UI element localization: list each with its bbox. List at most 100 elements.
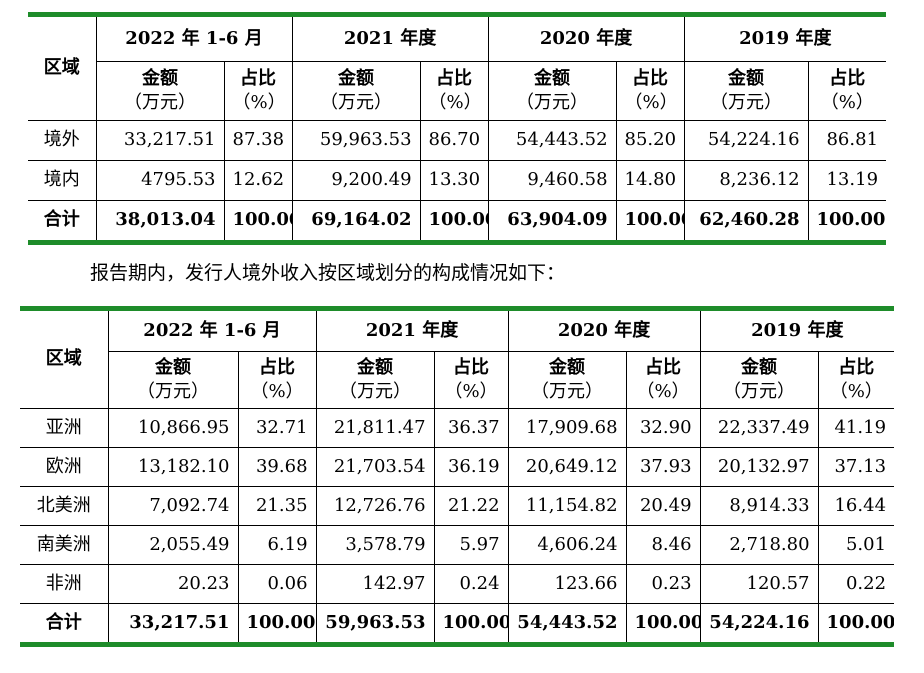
ratio-cell: 37.93 [625, 447, 701, 487]
header-row-periods: 区域 2022 年 1-6 月 2021 年度 2020 年度 2019 年度 [28, 12, 887, 121]
ratio-cell: 21.35 [237, 486, 317, 526]
amount-label: 金额 [357, 356, 394, 378]
amount-label: 金额 [549, 356, 586, 378]
region-name: 境外 [28, 120, 97, 161]
header-row-metrics: 金额 （万元） 占比 （%） 金额 （万元） 占比 （%） 金额 （万元） 占比 （%） 金额 （万元） 占… [20, 351, 895, 409]
ratio-label: 占比 [838, 356, 875, 378]
period-header: 2021 年度 [315, 306, 509, 352]
amount-header: 金额 （万元） [96, 61, 225, 121]
ratio-cell: 20.49 [625, 486, 701, 526]
table-row: 南美洲 2,055.49 6.19 3,578.79 5.97 4,606.24 8.46 2… [20, 525, 895, 565]
ratio-cell: 13.19 [807, 160, 887, 201]
ratio-header: 占比 （%） [223, 61, 293, 121]
amount-unit: （万元） [531, 381, 604, 402]
total-row: 合计 33,217.51 100.00 59,963.53 100.00 54,443.5… [20, 603, 895, 647]
region-name: 欧洲 [20, 447, 109, 487]
period-header: 2022 年 1-6 月 [95, 12, 293, 62]
amount-header: 金额 （万元） [699, 351, 819, 409]
amount-label: 金额 [728, 67, 765, 89]
ratio-cell: 21.22 [433, 486, 509, 526]
ratio-cell: 100.00 [817, 603, 895, 647]
ratio-header: 占比 （%） [615, 61, 685, 121]
region-name: 合计 [20, 603, 109, 647]
amount-cell: 62,460.28 [683, 200, 809, 245]
ratio-cell: 100.00 [223, 200, 293, 245]
region-name: 境内 [28, 160, 97, 201]
ratio-unit: （%） [232, 92, 286, 113]
amount-label: 金额 [155, 356, 191, 378]
ratio-cell: 12.62 [223, 160, 293, 201]
table-row: 境内 4795.53 12.62 9,200.49 13.30 9,460.58 14.80… [28, 160, 887, 201]
ratio-cell: 86.70 [419, 120, 489, 161]
ratio-unit: （%） [250, 381, 304, 402]
ratio-cell: 100.00 [433, 603, 509, 647]
ratio-header: 占比 （%） [817, 351, 895, 409]
amount-cell: 12,726.76 [315, 486, 435, 526]
ratio-cell: 0.06 [237, 564, 317, 604]
total-row: 合计38,013.04100.0069,164.02100.0063,904.0… [28, 200, 887, 245]
amount-cell: 3,578.79 [315, 525, 435, 565]
region-name: 北美洲 [20, 486, 109, 526]
amount-unit: （万元） [723, 381, 796, 402]
amount-header: 金额 （万元） [683, 61, 809, 121]
amount-unit: （万元） [516, 92, 589, 113]
ratio-cell: 0.22 [817, 564, 895, 604]
ratio-cell: 14.80 [615, 160, 685, 201]
amount-cell: 63,904.09 [487, 200, 617, 245]
amount-cell: 21,703.54 [315, 447, 435, 487]
ratio-cell: 100.00 [807, 200, 887, 245]
amount-cell: 2,718.80 [699, 525, 819, 565]
amount-cell: 20.23 [107, 564, 239, 604]
period-header: 2020 年度 [487, 12, 685, 62]
section-paragraph: 报告期内，发行人境外收入按区域划分的构成情况如下： [90, 262, 566, 284]
ratio-cell: 32.71 [237, 408, 317, 448]
amount-cell: 54,224.16 [683, 120, 809, 161]
region-name: 非洲 [20, 564, 109, 604]
amount-cell: 22,337.49 [699, 408, 819, 448]
amount-header: 金额 （万元） [315, 351, 435, 409]
ratio-cell: 100.00 [625, 603, 701, 647]
period-header: 2022 年 1-6 月 [107, 306, 317, 352]
amount-cell: 33,217.51 [107, 603, 239, 647]
table-row: 北美洲 7,092.74 21.35 12,726.76 21.22 11,154.82 2… [20, 486, 895, 526]
ratio-header: 占比 （%） [433, 351, 509, 409]
ratio-cell: 5.97 [433, 525, 509, 565]
amount-unit: （万元） [339, 381, 412, 402]
ratio-label: 占比 [453, 356, 490, 378]
ratio-cell: 86.81 [807, 120, 887, 161]
amount-cell: 54,224.16 [699, 603, 819, 647]
region-header: 区域 [28, 12, 97, 121]
period-header: 2021 年度 [291, 12, 489, 62]
ratio-label: 占比 [645, 356, 682, 378]
amount-header: 金额 （万元） [507, 351, 627, 409]
ratio-unit: （%） [624, 92, 678, 113]
amount-cell: 4,606.24 [507, 525, 627, 565]
ratio-header: 占比 （%） [419, 61, 489, 121]
overseas-revenue-by-region-table: 区域 2022 年 1-6 月 2021 年度 2020 年度 2019 年度 金额 （万元… [20, 306, 895, 647]
header-row-metrics: 金额 （万元） 占比 （%） 金额 （万元） 占比 （%） 金额 （万元） 占比 （%） 金额 （万元） 占… [28, 61, 887, 121]
ratio-cell: 41.19 [817, 408, 895, 448]
ratio-cell: 100.00 [419, 200, 489, 245]
amount-cell: 11,154.82 [507, 486, 627, 526]
ratio-header: 占比 （%） [625, 351, 701, 409]
amount-cell: 20,649.12 [507, 447, 627, 487]
region-header: 区域 [20, 306, 109, 409]
amount-cell: 69,164.02 [291, 200, 421, 245]
amount-cell: 123.66 [507, 564, 627, 604]
amount-cell: 7,092.74 [107, 486, 239, 526]
amount-cell: 33,217.51 [95, 120, 225, 161]
amount-header: 金额 （万元） [108, 351, 239, 409]
amount-cell: 9,460.58 [487, 160, 617, 201]
ratio-cell: 36.37 [433, 408, 509, 448]
amount-cell: 17,909.68 [507, 408, 627, 448]
amount-unit: （万元） [710, 92, 783, 113]
amount-cell: 21,811.47 [315, 408, 435, 448]
amount-cell: 4795.53 [95, 160, 225, 201]
table-row: 欧洲 13,182.10 39.68 21,703.54 36.19 20,649.12 3… [20, 447, 895, 487]
ratio-cell: 0.24 [433, 564, 509, 604]
amount-cell: 120.57 [699, 564, 819, 604]
ratio-unit: （%） [636, 381, 690, 402]
ratio-header: 占比 （%） [237, 351, 317, 409]
amount-cell: 13,182.10 [107, 447, 239, 487]
ratio-unit: （%） [820, 92, 874, 113]
